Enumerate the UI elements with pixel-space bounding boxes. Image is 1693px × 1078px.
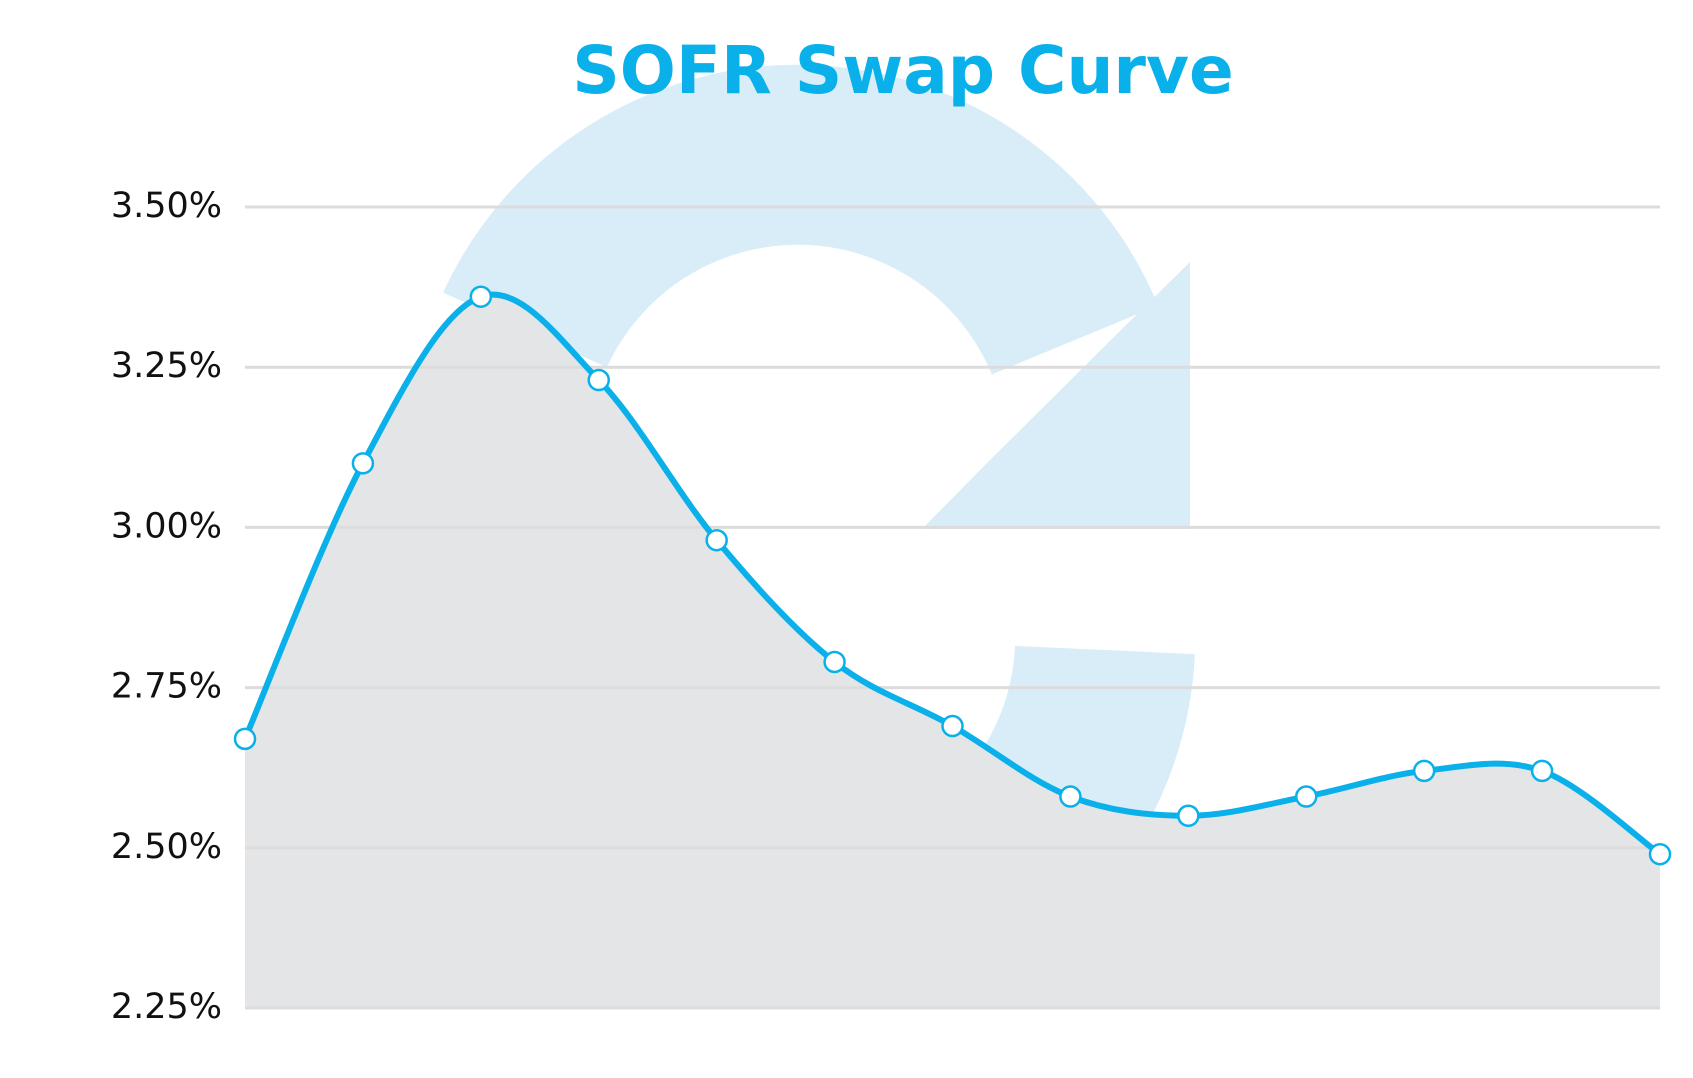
point — [1295, 785, 1318, 808]
watermark-arc — [443, 64, 1159, 376]
y-tick-label: 3.50% — [111, 186, 222, 226]
y-tick-label: 2.75% — [111, 667, 222, 707]
point — [1648, 842, 1672, 866]
watermark-arrowhead — [922, 262, 1190, 529]
point — [1530, 759, 1554, 783]
y-tick-label: 3.25% — [111, 346, 222, 386]
point — [941, 714, 964, 738]
point — [1177, 804, 1200, 828]
y-tick-label: 2.50% — [111, 827, 222, 867]
point — [351, 452, 375, 475]
chart-title: SOFR Swap Curve — [572, 32, 1234, 109]
point — [705, 528, 728, 552]
point — [1412, 759, 1436, 783]
point — [233, 727, 257, 751]
watermark-arc — [975, 643, 1195, 863]
y-tick-label: 3.00% — [111, 506, 222, 546]
y-tick-label: 2.25% — [111, 987, 222, 1027]
point — [1059, 785, 1082, 808]
point — [469, 285, 493, 308]
area — [245, 294, 1660, 1008]
point — [823, 650, 846, 674]
point — [587, 368, 610, 392]
